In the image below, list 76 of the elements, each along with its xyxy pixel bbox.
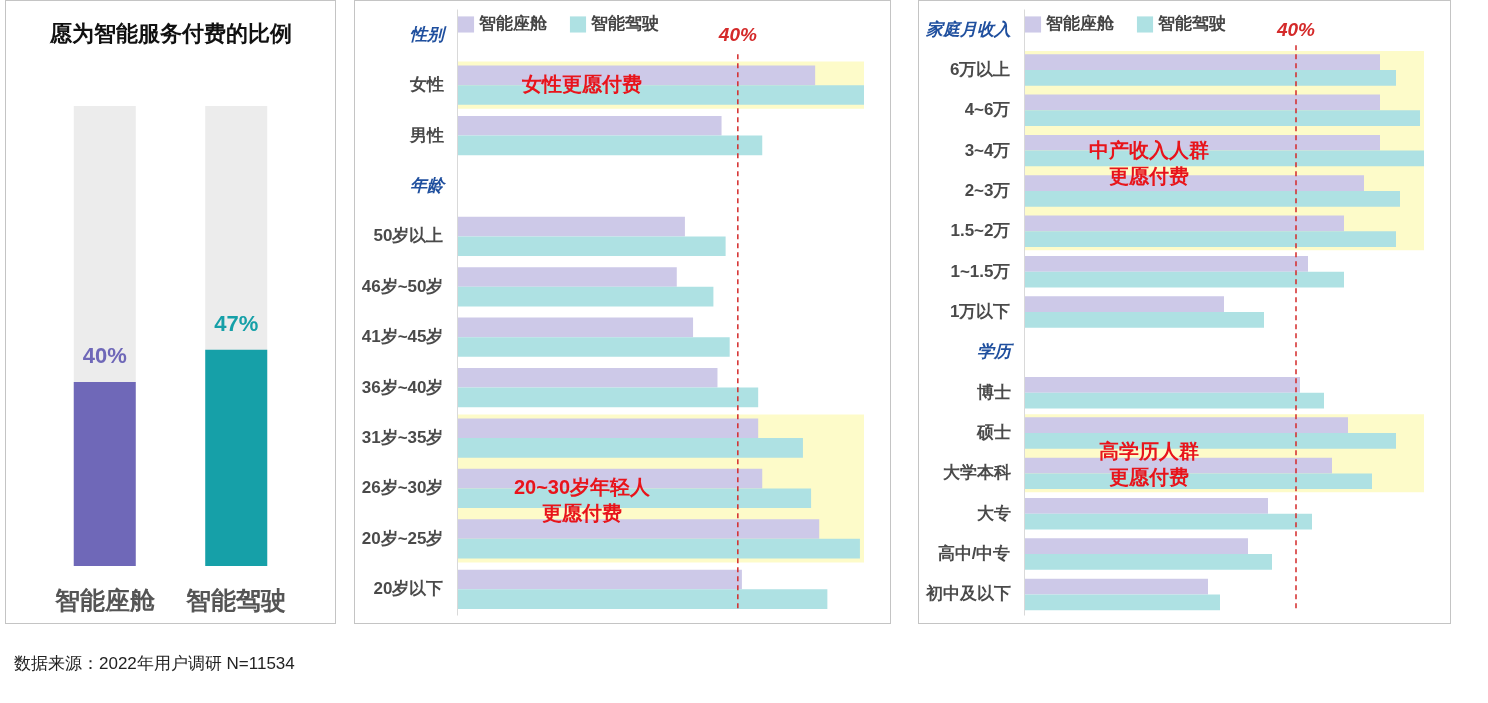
bar bbox=[457, 589, 828, 609]
y-tick-label: 1万以下 bbox=[950, 302, 1011, 321]
chart-title: 愿为智能服务付费的比例 bbox=[48, 21, 292, 46]
band-label: 20~30岁年轻人更愿付费 bbox=[513, 476, 652, 525]
y-tick-label: 年龄 bbox=[409, 175, 447, 195]
bar bbox=[457, 538, 860, 559]
y-tick-label: 大学本科 bbox=[942, 463, 1011, 483]
band-label: 高学历人群更愿付费 bbox=[1099, 439, 1199, 488]
bar bbox=[1024, 215, 1344, 232]
y-tick-label: 大专 bbox=[976, 503, 1011, 523]
bar bbox=[1024, 578, 1208, 595]
bar bbox=[457, 236, 726, 257]
bar bbox=[1024, 231, 1396, 248]
y-tick-label: 硕士 bbox=[975, 423, 1011, 443]
bar bbox=[457, 438, 803, 458]
bar bbox=[457, 317, 694, 338]
band-label: 中产收入人群更愿付费 bbox=[1089, 138, 1209, 187]
y-tick-label: 50岁以上 bbox=[373, 226, 444, 246]
y-tick-label: 男性 bbox=[408, 125, 444, 145]
y-tick-label: 3~4万 bbox=[964, 140, 1011, 160]
annotation: 40% bbox=[717, 23, 757, 45]
data-label: 47% bbox=[214, 310, 259, 336]
y-tick-label: 高中/中专 bbox=[937, 544, 1011, 564]
y-tick-label: 6万以上 bbox=[950, 59, 1011, 79]
bar bbox=[1024, 110, 1420, 126]
y-tick-label: 20岁以下 bbox=[373, 579, 444, 599]
bar bbox=[457, 286, 714, 307]
source-note: 数据来源：2022年用户调研 N=11534 bbox=[14, 653, 295, 675]
band-label: 女性更愿付费 bbox=[521, 73, 642, 96]
y-tick-label: 2~3万 bbox=[964, 180, 1011, 200]
y-tick-label: 学历 bbox=[976, 342, 1015, 362]
bar bbox=[1024, 498, 1268, 514]
bar bbox=[457, 569, 742, 590]
bar bbox=[1024, 255, 1308, 272]
y-tick-label: 41岁~45岁 bbox=[361, 327, 444, 347]
bar bbox=[1024, 312, 1264, 328]
bar bbox=[1024, 54, 1380, 70]
bar bbox=[1024, 190, 1400, 207]
y-tick-label: 1~1.5万 bbox=[950, 261, 1011, 281]
bar bbox=[1024, 296, 1224, 312]
bar bbox=[1024, 392, 1324, 409]
legend-label: 智能驾驶 bbox=[1157, 14, 1226, 34]
bar bbox=[1024, 417, 1348, 434]
legend-label: 智能驾驶 bbox=[590, 14, 659, 34]
y-tick-label: 家庭月收入 bbox=[924, 19, 1011, 39]
legend-label: 智能座舱 bbox=[1045, 14, 1115, 34]
y-tick-label: 26岁~30岁 bbox=[361, 478, 444, 498]
bar bbox=[457, 387, 759, 408]
bar bbox=[1024, 538, 1248, 555]
bar bbox=[1024, 554, 1272, 570]
y-tick-label: 性别 bbox=[409, 24, 447, 44]
y-tick-label: 31岁~35岁 bbox=[361, 428, 444, 448]
bar bbox=[457, 135, 763, 156]
bar bbox=[1024, 513, 1312, 530]
bar bbox=[1024, 376, 1300, 393]
bar bbox=[457, 337, 730, 357]
bar bbox=[1024, 69, 1396, 86]
y-tick-label: 博士 bbox=[975, 382, 1011, 402]
bar bbox=[1024, 271, 1344, 288]
legend-label: 智能座舱 bbox=[478, 14, 548, 34]
bar bbox=[1024, 94, 1380, 111]
annotation: 40% bbox=[1275, 18, 1316, 40]
y-tick-label: 女性 bbox=[408, 75, 444, 95]
bar bbox=[457, 367, 718, 388]
bar bbox=[457, 115, 722, 136]
y-tick-label: 36岁~40岁 bbox=[361, 377, 444, 397]
bar bbox=[457, 267, 677, 287]
bar bbox=[1024, 594, 1220, 611]
y-tick-label: 4~6万 bbox=[964, 100, 1011, 120]
y-tick-label: 46岁~50岁 bbox=[361, 276, 444, 296]
data-label: 40% bbox=[82, 343, 127, 368]
y-tick-label: 初中及以下 bbox=[924, 584, 1011, 604]
bar bbox=[457, 216, 685, 237]
y-tick-label: 1.5~2万 bbox=[950, 221, 1011, 241]
y-tick-label: 20岁~25岁 bbox=[361, 528, 444, 548]
bar bbox=[457, 418, 759, 439]
